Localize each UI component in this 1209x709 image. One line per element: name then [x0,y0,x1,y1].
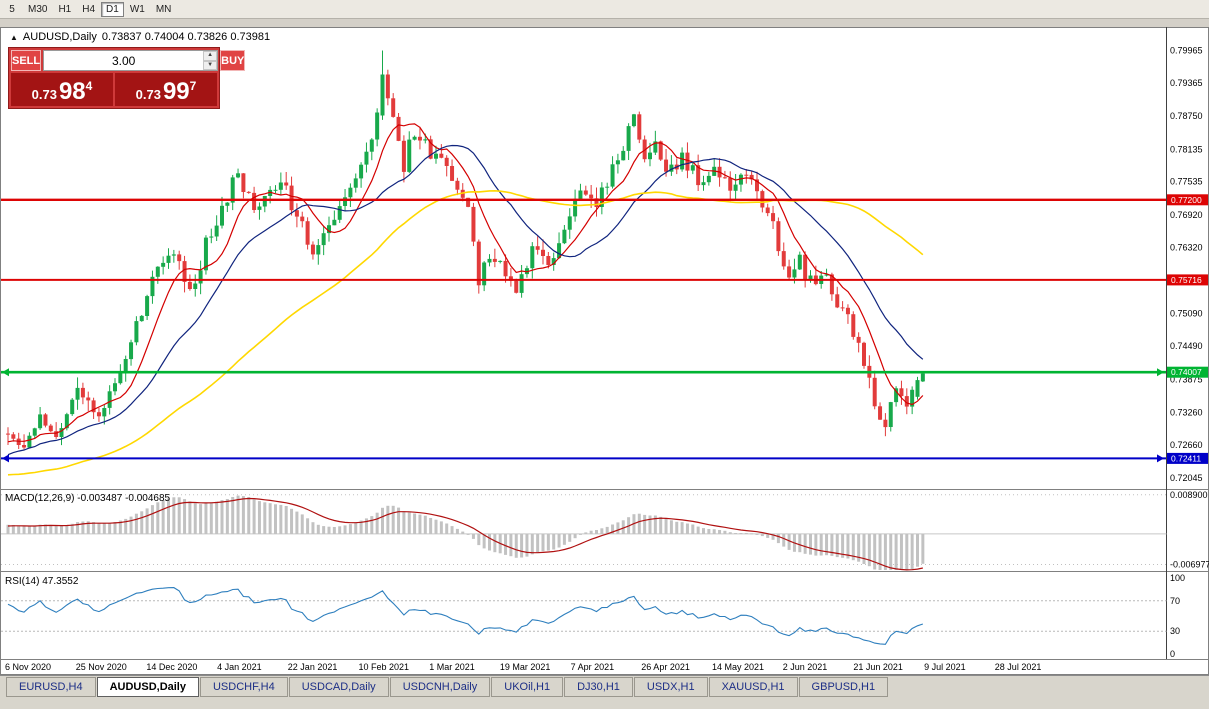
svg-text:25 Nov 2020: 25 Nov 2020 [76,662,127,672]
volume-down-button[interactable]: ▼ [203,60,218,70]
chart-tab-usdx[interactable]: USDX,H1 [633,677,708,697]
timeframe-button-m30[interactable]: M30 [23,1,53,17]
horizontal-level-lines[interactable] [1,198,1167,463]
svg-text:7 Apr 2021: 7 Apr 2021 [571,662,615,672]
svg-text:100: 100 [1170,573,1185,583]
sell-price-base: 0.73 [31,87,57,102]
timeframe-button-mn[interactable]: MN [150,1,177,17]
svg-text:0.77535: 0.77535 [1170,177,1203,187]
svg-text:10 Feb 2021: 10 Feb 2021 [359,662,410,672]
timeframe-button-h1[interactable]: H1 [53,1,77,17]
svg-text:14 Dec 2020: 14 Dec 2020 [146,662,197,672]
chart-symbol: AUDUSD,Daily [22,31,97,43]
buy-price-display[interactable]: 0.73 99 7 [115,73,217,106]
svg-text:0.76320: 0.76320 [1170,242,1203,252]
timeframe-button-d1[interactable]: D1 [101,1,124,17]
chart-tab-usdcnh[interactable]: USDCNH,Daily [389,677,491,697]
svg-text:9 Jul 2021: 9 Jul 2021 [924,662,966,672]
svg-text:0.72660: 0.72660 [1170,440,1203,450]
svg-text:0.76920: 0.76920 [1170,210,1203,220]
chart-tab-usdchf[interactable]: USDCHF,H4 [199,677,288,697]
svg-text:0.74007: 0.74007 [1171,367,1202,377]
buy-price-pip: 7 [189,79,197,93]
chart-tab-gbpusd[interactable]: GBPUSD,H1 [798,677,889,697]
chart-background [0,19,1209,675]
chevron-up-icon: ▲ [207,52,214,59]
timeframe-button-w1[interactable]: W1 [124,1,150,17]
volume-control: ▲ ▼ [43,50,219,71]
chart-ohlc: 0.73837 0.74004 0.73826 0.73981 [101,31,271,43]
symbol-tabs-bar: EURUSD,H4 AUDUSD,Daily USDCHF,H4 USDCAD,Dai… [0,675,1209,709]
svg-text:4 Jan 2021: 4 Jan 2021 [217,662,262,672]
timeframe-button-h4[interactable]: H4 [77,1,101,17]
svg-text:21 Jun 2021: 21 Jun 2021 [853,662,903,672]
rsi-indicator [1,587,1167,645]
candlestick-series [6,50,925,450]
svg-text:0.72045: 0.72045 [1170,473,1203,483]
svg-text:0.75716: 0.75716 [1171,275,1202,285]
chevron-down-icon: ▼ [207,61,214,68]
moving-average-lines [7,123,924,476]
svg-text:22 Jan 2021: 22 Jan 2021 [288,662,338,672]
buy-price-big: 99 [162,78,190,105]
volume-input[interactable] [44,51,204,70]
svg-text:28 Jul 2021: 28 Jul 2021 [995,662,1042,672]
date-axis: 6 Nov 2020 25 Nov 2020 14 Dec 2020 4 Jan 20… [5,662,1041,672]
sell-price-pip: 4 [85,79,93,93]
svg-text:6 Nov 2020: 6 Nov 2020 [5,662,51,672]
svg-text:0.73260: 0.73260 [1170,408,1203,418]
svg-text:2 Jun 2021: 2 Jun 2021 [783,662,828,672]
svg-text:0.79965: 0.79965 [1170,46,1203,56]
svg-text:26 Apr 2021: 26 Apr 2021 [641,662,690,672]
sell-button[interactable]: SELL [11,50,42,71]
svg-text:14 May 2021: 14 May 2021 [712,662,764,672]
sell-price-big: 98 [58,78,86,105]
macd-label: MACD(12,26,9) -0.003487 -0.004685 [5,493,171,504]
chart-tab-audusd[interactable]: AUDUSD,Daily [96,677,199,697]
svg-text:30: 30 [1170,626,1180,636]
buy-price-base: 0.73 [135,87,161,102]
chart-tab-eurusd[interactable]: EURUSD,H4 [6,677,96,697]
svg-text:0.72411: 0.72411 [1171,453,1201,463]
chart-tab-usdcad[interactable]: USDCAD,Daily [288,677,389,697]
timeframe-button-5[interactable]: 5 [2,1,22,17]
symbol-direction-icon: ▲ [10,32,18,42]
sell-price-display[interactable]: 0.73 98 4 [11,73,113,106]
window-top-strip [0,19,1209,27]
svg-text:0.78135: 0.78135 [1170,144,1203,154]
chart-tab-xauusd[interactable]: XAUUSD,H1 [708,677,798,697]
chart-tab-ukoil[interactable]: UKOil,H1 [491,677,564,697]
svg-text:0.74490: 0.74490 [1170,341,1203,351]
price-axis: 0.79965 0.79365 0.78750 0.78135 0.77535 0.769… [1167,46,1209,659]
symbol-tabs-row: EURUSD,H4 AUDUSD,Daily USDCHF,H4 USDCAD,Dai… [6,677,1209,697]
chart-title: ▲ AUDUSD,Daily 0.73837 0.74004 0.73826 0… [10,31,270,43]
svg-text:0.75090: 0.75090 [1170,309,1203,319]
chart-tab-dj30[interactable]: DJ30,H1 [564,677,633,697]
rsi-label: RSI(14) 47.3552 [5,576,79,587]
svg-text:0.73875: 0.73875 [1170,374,1203,384]
timeframe-toolbar: 5 M30 H1 H4 D1 W1 MN [0,0,1209,19]
svg-text:-0.006977: -0.006977 [1170,560,1209,570]
svg-text:0.008900: 0.008900 [1170,490,1208,500]
volume-up-button[interactable]: ▲ [203,51,218,61]
svg-text:19 Mar 2021: 19 Mar 2021 [500,662,551,672]
svg-text:70: 70 [1170,596,1180,606]
chart-canvas[interactable]: 0.79965 0.79365 0.78750 0.78135 0.77535 0.769… [0,19,1209,675]
buy-button[interactable]: BUY [220,50,246,71]
svg-text:0: 0 [1170,649,1175,659]
chart-window: 0.79965 0.79365 0.78750 0.78135 0.77535 0.769… [0,19,1209,675]
svg-text:0.77200: 0.77200 [1171,195,1202,205]
svg-text:0.78750: 0.78750 [1170,111,1203,121]
svg-text:1 Mar 2021: 1 Mar 2021 [429,662,475,672]
macd-indicator [1,494,1167,571]
svg-text:0.79365: 0.79365 [1170,78,1203,88]
